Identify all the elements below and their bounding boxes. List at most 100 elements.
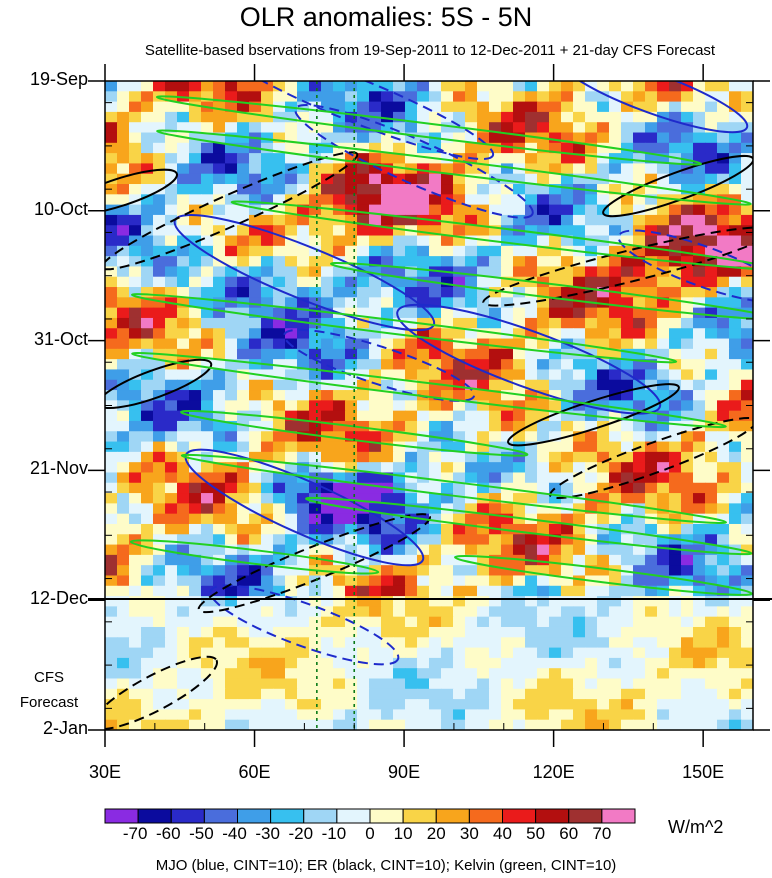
olr-cell (177, 225, 190, 237)
olr-cell (561, 410, 574, 422)
olr-cell (705, 307, 718, 319)
olr-cell (117, 513, 130, 525)
olr-cell (453, 163, 466, 175)
olr-cell (477, 81, 490, 92)
olr-cell (201, 91, 214, 103)
olr-cell (597, 575, 610, 587)
olr-cell (513, 173, 526, 185)
olr-cell (693, 565, 706, 577)
olr-cell (141, 359, 154, 371)
reference-lines (316, 81, 356, 730)
olr-cell (297, 647, 310, 659)
olr-cell (621, 132, 634, 144)
olr-cell (333, 616, 346, 628)
olr-cell (369, 503, 382, 515)
olr-cell (105, 276, 118, 288)
olr-cell (153, 245, 166, 257)
olr-cell (165, 122, 178, 134)
olr-cell (105, 369, 118, 381)
olr-cell (525, 493, 538, 504)
olr-cell (477, 163, 490, 175)
olr-cell (453, 245, 466, 257)
olr-cell (561, 297, 574, 309)
olr-cell (741, 369, 753, 381)
olr-cell (189, 451, 202, 463)
olr-cell (357, 462, 370, 474)
olr-cell (429, 709, 442, 721)
olr-cell (237, 142, 250, 154)
olr-cell (393, 420, 406, 432)
olr-cell (561, 420, 574, 432)
olr-cell (369, 163, 382, 175)
olr-cell (285, 245, 298, 257)
olr-cell (729, 173, 742, 185)
olr-cell (333, 194, 346, 206)
olr-cell (189, 668, 202, 680)
olr-cell (213, 554, 226, 566)
olr-cell (729, 276, 742, 288)
olr-cell (549, 616, 562, 628)
olr-cell (741, 338, 753, 350)
olr-cell (237, 379, 250, 391)
olr-cell (501, 472, 514, 484)
olr-cell (261, 616, 274, 628)
olr-cell (537, 297, 550, 309)
olr-cell (489, 596, 502, 607)
olr-cell (513, 606, 526, 618)
olr-cell (417, 441, 430, 453)
olr-cell (717, 338, 730, 350)
olr-cell (741, 91, 753, 103)
olr-cell (717, 616, 730, 628)
olr-cell (645, 585, 658, 597)
olr-cell (213, 142, 226, 154)
olr-cell (201, 719, 214, 730)
olr-cell (141, 266, 154, 278)
olr-cell (657, 647, 670, 659)
olr-cell (597, 544, 610, 556)
olr-cell (465, 91, 478, 103)
olr-cell (237, 132, 250, 144)
olr-cell (237, 688, 250, 700)
olr-cell (465, 225, 478, 237)
olr-cell (489, 493, 502, 504)
olr-cell (165, 668, 178, 680)
olr-cell (297, 142, 310, 154)
olr-cell (189, 91, 202, 103)
olr-cell (153, 523, 166, 535)
olr-cell (177, 688, 190, 700)
olr-cell (117, 616, 130, 628)
olr-cell (249, 379, 262, 391)
olr-cell (393, 699, 406, 710)
olr-cell (453, 184, 466, 195)
olr-cell (201, 256, 214, 268)
olr-cell (561, 194, 574, 206)
olr-cell (621, 668, 634, 680)
olr-cell (165, 441, 178, 453)
olr-cell (237, 163, 250, 175)
olr-cell (573, 688, 586, 700)
olr-cell (261, 678, 274, 690)
olr-cell (717, 276, 730, 288)
olr-cell (105, 554, 118, 566)
olr-cell (297, 287, 310, 298)
olr-cell (237, 235, 250, 247)
olr-cell (213, 359, 226, 371)
olr-cell (585, 482, 598, 494)
olr-cell (201, 348, 214, 360)
olr-cell (405, 565, 418, 577)
olr-cell (213, 565, 226, 577)
olr-cell (381, 678, 394, 690)
olr-cell (249, 482, 262, 494)
olr-cell (741, 225, 753, 237)
olr-cell (273, 400, 286, 412)
olr-cell (561, 173, 574, 185)
olr-cell (597, 142, 610, 154)
olr-cell (141, 647, 154, 659)
olr-cell (201, 596, 214, 607)
olr-cell (681, 462, 694, 474)
olr-cell (537, 256, 550, 268)
olr-cell (213, 390, 226, 401)
olr-cell (117, 307, 130, 319)
olr-cell (585, 276, 598, 288)
olr-cell (609, 91, 622, 103)
